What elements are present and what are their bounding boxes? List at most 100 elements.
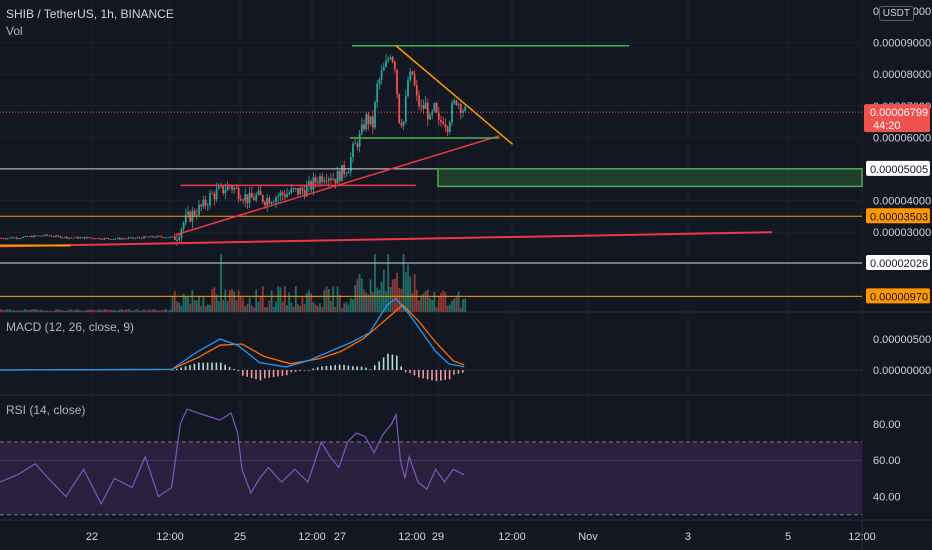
candle <box>6 238 9 239</box>
candle <box>325 180 328 182</box>
macd-legend[interactable]: MACD (12, 26, close, 9) <box>6 320 135 334</box>
price-axis[interactable]: 0.000100000.000090000.000080000.00007000… <box>864 6 931 504</box>
candle <box>330 178 332 180</box>
macd-histogram-bar <box>224 364 226 370</box>
volume-bar <box>356 278 359 312</box>
volume-bar <box>360 278 363 312</box>
candle <box>356 143 359 147</box>
candle <box>0 238 2 240</box>
macd-histogram-bar <box>272 370 275 378</box>
macd-histogram-bar <box>294 370 297 372</box>
candle <box>198 204 200 215</box>
volume-bar <box>323 289 326 312</box>
macd-histogram-bar <box>193 363 196 370</box>
macd-histogram-bar <box>308 369 310 371</box>
candle <box>116 237 119 239</box>
macd-histogram-bar <box>189 365 191 370</box>
volume-bar <box>63 310 66 312</box>
rsi-line <box>0 408 465 506</box>
macd-histogram-bar <box>369 369 372 370</box>
volume-bar <box>202 296 205 312</box>
macd-histogram-bar <box>440 370 442 381</box>
macd-histogram-bar <box>202 362 204 370</box>
volume-bar <box>57 309 60 312</box>
volume-bar <box>127 309 130 312</box>
volume-bar <box>101 310 104 312</box>
macd-histogram-bar <box>299 370 301 372</box>
time-axis[interactable]: 22 12:00 25 12:00 27 12:00 29 12:00 Nov 3 5 12:00 <box>86 531 876 543</box>
volume-bar <box>77 309 79 312</box>
volume-legend[interactable]: Vol <box>6 24 23 38</box>
candle <box>354 143 357 145</box>
volume-bar <box>411 293 414 312</box>
price-tick-label: 0.00003000 <box>873 227 931 239</box>
candle <box>11 237 13 239</box>
candle <box>352 143 354 158</box>
candle <box>239 199 242 201</box>
volume-bar <box>107 309 110 312</box>
volume-bar <box>336 286 339 312</box>
candle <box>143 236 145 239</box>
candle <box>55 235 57 237</box>
macd-histogram-bar <box>365 367 367 370</box>
currency-button[interactable]: USDT <box>878 6 914 21</box>
candle <box>250 192 253 198</box>
volume-bar <box>17 310 20 312</box>
candle <box>376 83 379 103</box>
candle <box>341 165 343 182</box>
volume-bar <box>134 309 137 312</box>
volume-bar <box>59 309 62 312</box>
volume-bar <box>224 289 227 312</box>
volume-bar <box>369 279 372 312</box>
volume-bar <box>413 273 416 312</box>
volume-bar <box>220 254 222 312</box>
volume-bar <box>371 292 374 312</box>
candle <box>85 237 88 239</box>
volume-bar <box>145 310 148 312</box>
candle <box>123 238 126 240</box>
candle <box>272 202 275 204</box>
candle <box>57 235 60 237</box>
candle <box>4 238 7 240</box>
macd-histogram-bar <box>303 370 306 371</box>
volume-bar <box>4 309 7 312</box>
candle <box>288 192 291 194</box>
candle <box>233 187 236 190</box>
macd-histogram-bar <box>281 370 284 376</box>
volume-bar <box>193 300 196 312</box>
candle <box>193 210 196 216</box>
candle <box>334 178 337 184</box>
volume-bar <box>426 289 429 312</box>
volume-bar <box>268 300 271 312</box>
candle <box>389 57 392 59</box>
volume-bar <box>138 310 141 312</box>
volume-bar <box>149 310 152 312</box>
volume-bar <box>378 289 381 312</box>
candle <box>59 236 62 238</box>
rsi-legend[interactable]: RSI (14, close) <box>6 403 86 417</box>
candle <box>290 188 293 193</box>
chart-drawings[interactable] <box>0 45 863 297</box>
macd-histogram-bar <box>444 370 446 380</box>
volume-bar <box>110 309 112 312</box>
candle <box>242 200 244 202</box>
candle <box>52 236 55 238</box>
macd-panel[interactable] <box>0 297 862 382</box>
candle <box>178 237 181 241</box>
candle <box>121 238 123 240</box>
candle <box>110 239 112 240</box>
candle <box>195 214 198 216</box>
candle <box>303 190 306 197</box>
volume-bar <box>464 298 467 312</box>
candle <box>418 95 420 107</box>
volume-bar <box>431 299 434 312</box>
candle <box>411 71 414 75</box>
candle <box>451 103 453 123</box>
volume-bar <box>156 310 159 312</box>
rsi-panel[interactable] <box>0 408 862 516</box>
symbol-title[interactable]: SHIB / TetherUS, 1h, BINANCE <box>6 7 174 21</box>
candle <box>297 188 299 195</box>
candle <box>462 110 464 113</box>
volume-bar <box>367 294 370 312</box>
